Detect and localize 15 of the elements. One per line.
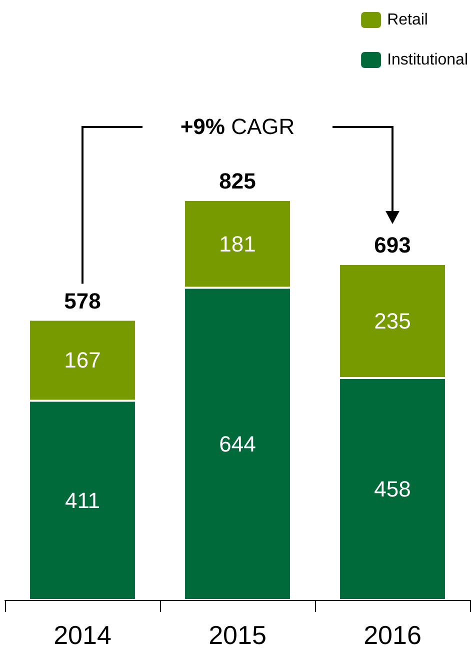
data-label: 411 [64, 488, 100, 513]
x-tick-label: 2014 [54, 620, 112, 650]
data-label: 644 [219, 431, 256, 456]
legend-label: Retail [387, 12, 428, 28]
data-label: 167 [64, 348, 101, 373]
x-tick-label: 2015 [208, 620, 266, 650]
data-label: 235 [374, 308, 411, 334]
legend-label: Institutional [387, 52, 468, 68]
total-label: 693 [374, 232, 411, 258]
data-label: 181 [219, 231, 256, 256]
data-label: 458 [374, 476, 411, 502]
x-tick-label: 2016 [364, 620, 422, 650]
text: +9% CAGR [180, 114, 295, 140]
total-label: 578 [64, 288, 101, 314]
total-label: 825 [219, 168, 256, 194]
